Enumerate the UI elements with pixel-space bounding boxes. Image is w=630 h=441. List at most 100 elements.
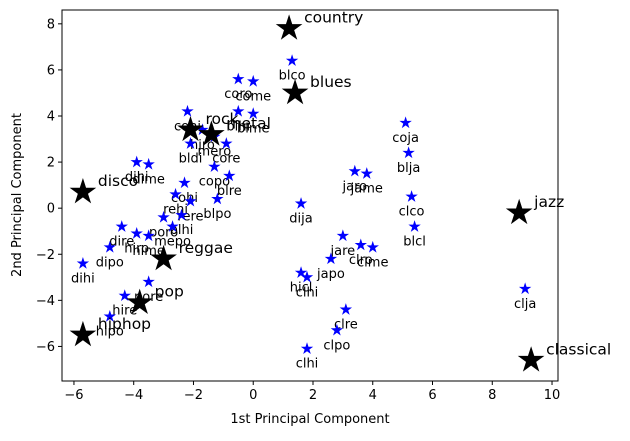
song-point-label: dire [109,235,134,250]
song-point-label: dipo [96,255,124,270]
song-point [208,160,221,172]
song-point-label: dime [132,172,165,187]
genre-point-label: reggae [179,239,233,257]
song-point [157,210,170,223]
song-point-label: clme [357,255,388,270]
x-tick-label: 4 [369,388,377,403]
song-point-label: hire [112,304,137,319]
song-point-label: clhi [296,357,319,372]
y-tick-label: −4 [36,294,55,309]
song-point-label: jaro [342,179,368,194]
genre-point [275,14,303,40]
song-point [232,72,245,85]
genre-point-label: blues [310,73,352,91]
genre-point-label: rock [205,110,238,128]
song-point [115,220,128,232]
song-point [223,169,236,182]
song-point [169,187,182,200]
song-point [348,164,361,177]
song-point-label: japo [316,267,345,282]
song-point [130,155,143,168]
song-point-label: dihi [71,271,95,286]
song-point [360,167,373,179]
genre-point [505,198,533,225]
genre-point [126,288,153,314]
song-point [103,309,116,322]
song-point [324,252,338,265]
y-tick-label: 2 [47,156,55,171]
song-point [232,104,245,117]
y-tick-label: 0 [47,202,55,217]
genre-point-label: metal [226,114,271,132]
song-point [211,192,224,205]
genre-point [517,346,545,372]
song-point [247,107,260,119]
song-point [142,275,155,288]
y-tick-label: 4 [47,110,55,125]
song-point [405,190,418,202]
song-point [184,137,197,149]
song-point [330,323,344,336]
y-axis-label: 2nd Principal Component [10,113,25,277]
song-point [339,303,353,315]
y-tick-label: −2 [36,248,55,263]
song-point [336,229,350,242]
genre-point [198,120,225,146]
song-point [247,74,260,87]
x-tick-label: −2 [184,388,203,403]
genre-point-label: pop [155,283,184,301]
x-tick-label: 2 [309,388,317,403]
genre-point [281,78,309,105]
song-point-label: blco [279,69,306,84]
y-tick-label: 6 [47,63,55,78]
song-point [220,137,233,149]
song-point [294,197,308,209]
x-axis-label: 1st Principal Component [230,412,389,427]
song-point [300,342,314,354]
x-tick-label: 6 [428,388,436,403]
genre-point-label: classical [546,340,611,358]
song-point-label: jare [330,244,356,259]
song-point [184,194,197,207]
song-point [130,227,143,239]
song-point [175,208,188,221]
song-point [300,270,314,283]
x-tick-label: −4 [124,388,143,403]
song-point-label: clhi [296,285,319,300]
song-point-label: copo [199,175,230,190]
song-point-label: dihi [125,170,149,185]
song-point [285,54,299,66]
song-point [366,240,379,253]
song-point-label: coro [224,87,252,102]
genre-point-label: country [304,8,363,26]
song-point [178,176,191,189]
song-point-label: hipo [96,324,124,339]
song-point-label: rere [177,209,203,224]
song-point [166,220,179,232]
genre-point-label: jazz [533,193,564,211]
song-point-label: dija [289,212,312,227]
song-point-label: blre [217,184,242,199]
song-point-label: core [212,152,240,167]
song-point [399,116,412,129]
song-point [408,220,421,232]
song-point-label: bldi [179,152,203,167]
song-point-label: coja [392,131,419,146]
song-point [142,229,155,242]
song-point-label: blhi [226,119,250,134]
song-point [518,282,532,295]
song-point-label: clja [514,297,536,312]
song-point-label: jame [350,182,383,197]
song-point [181,104,194,117]
x-tick-label: 10 [544,388,561,403]
song-point-label: hicl [290,281,313,296]
song-point [354,238,367,251]
x-tick-label: 0 [249,388,257,403]
genre-point-label: hiphop [98,315,151,333]
song-point-label: blcl [403,235,426,250]
song-point-label: hiro [124,242,149,257]
song-point-label: blja [397,161,420,176]
genre-point [150,244,177,271]
